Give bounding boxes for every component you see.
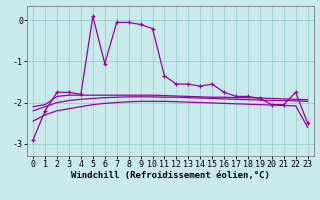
X-axis label: Windchill (Refroidissement éolien,°C): Windchill (Refroidissement éolien,°C) xyxy=(71,171,270,180)
